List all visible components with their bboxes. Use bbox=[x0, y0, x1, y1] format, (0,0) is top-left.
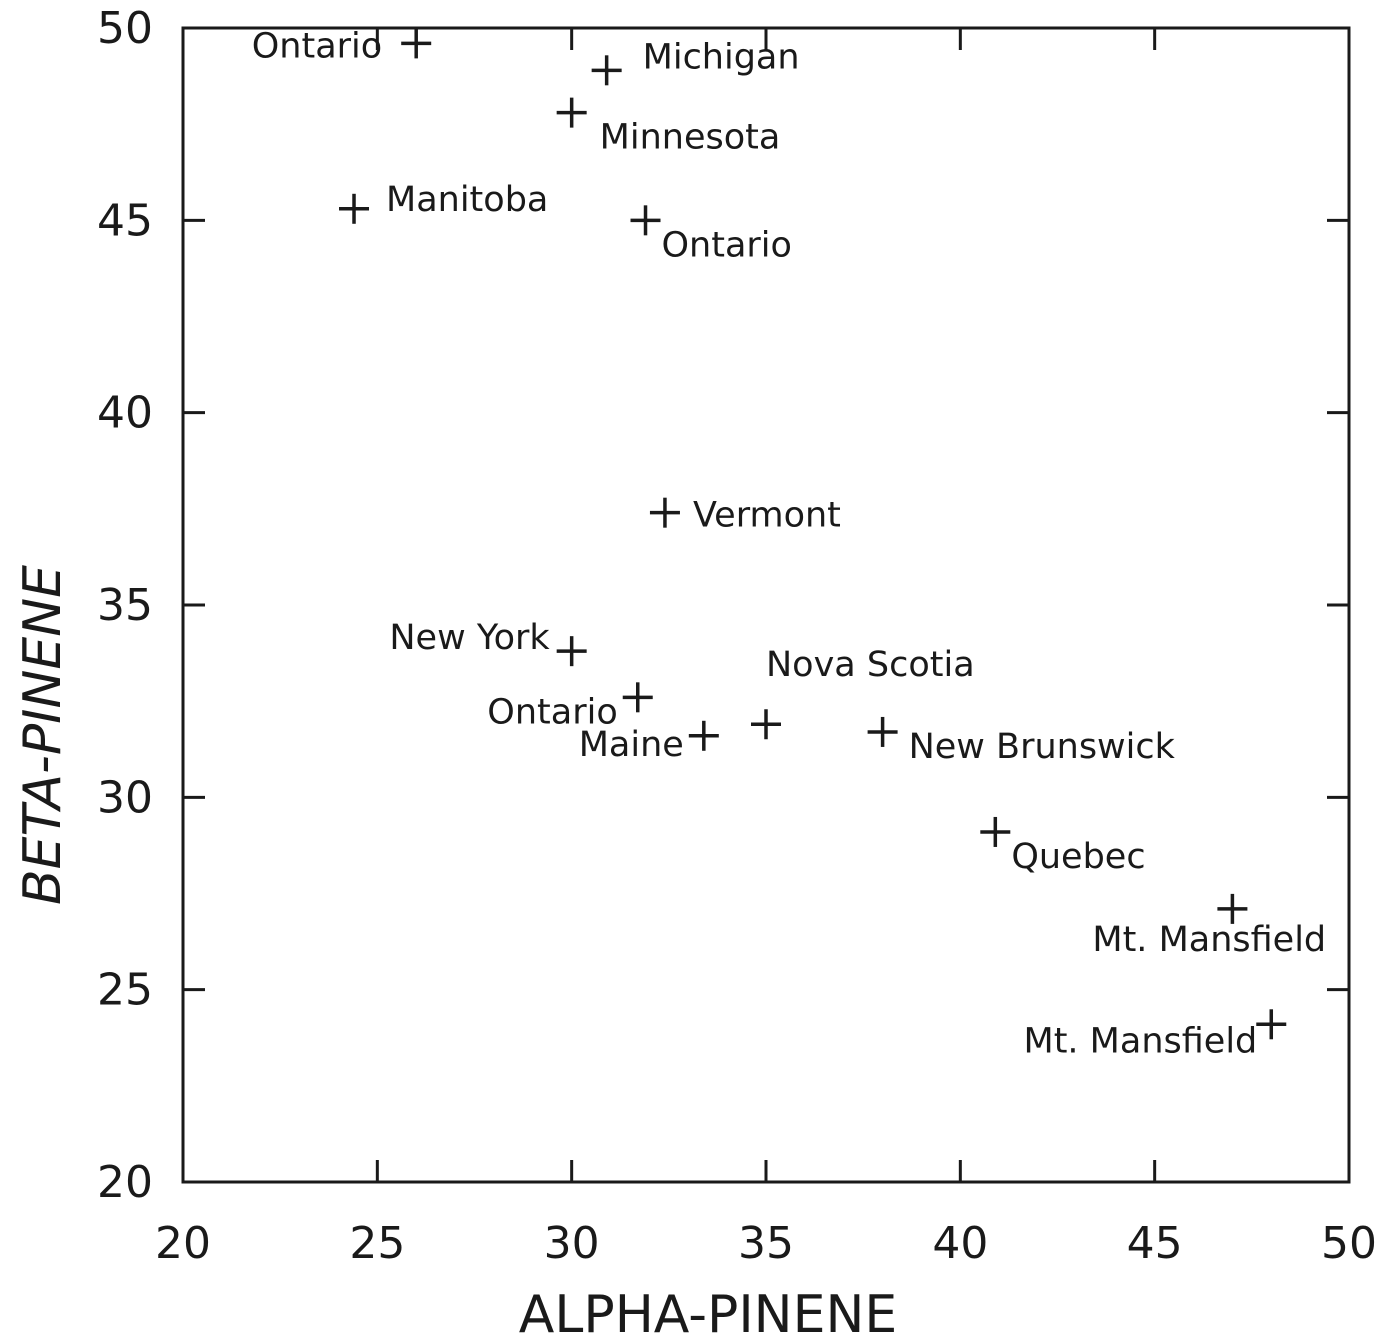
plot-area-frame bbox=[181, 26, 1351, 1184]
data-point: Vermont bbox=[649, 496, 841, 536]
x-tick-label: 30 bbox=[544, 1218, 600, 1269]
data-points: Ontario Michigan Minnesota Manitoba Ontario V… bbox=[252, 26, 1326, 1061]
data-point: Ontario bbox=[252, 26, 432, 66]
y-tick-label: 30 bbox=[97, 772, 153, 823]
y-tick-label: 20 bbox=[97, 1157, 153, 1208]
data-point: Minnesota bbox=[556, 97, 781, 158]
data-point-label: New Brunswick bbox=[909, 727, 1176, 767]
axis-tick-labels: 20 25 30 35 40 45 50 20 25 30 35 40 45 50 bbox=[97, 3, 1377, 1269]
y-axis-title: BETA-PINENE bbox=[13, 565, 73, 905]
data-point: New York bbox=[389, 618, 587, 667]
data-point: Mt. Mansfield bbox=[1092, 893, 1326, 960]
data-point-label: Minnesota bbox=[600, 118, 781, 158]
x-tick-label: 40 bbox=[932, 1218, 988, 1269]
x-tick-label: 45 bbox=[1127, 1218, 1183, 1269]
data-point-label: Mt. Mansfield bbox=[1092, 920, 1326, 960]
data-point-label: Michigan bbox=[643, 37, 800, 77]
data-point: New Brunswick bbox=[867, 716, 1176, 767]
data-point: Nova Scotia bbox=[751, 645, 975, 740]
data-point-label: New York bbox=[389, 618, 550, 658]
data-point: Mt. Mansfield bbox=[1024, 1009, 1287, 1061]
data-point: Manitoba bbox=[339, 180, 548, 224]
data-point: Quebec bbox=[980, 816, 1146, 877]
data-point: Ontario bbox=[487, 682, 653, 732]
x-tick-label: 35 bbox=[738, 1218, 794, 1269]
data-point: Maine bbox=[579, 720, 719, 765]
data-point-label: Mt. Mansfield bbox=[1024, 1021, 1258, 1061]
data-point-label: Ontario bbox=[252, 26, 382, 66]
data-point-label: Vermont bbox=[693, 496, 841, 536]
x-axis-title: ALPHA-PINENE bbox=[519, 1285, 897, 1343]
data-point: Michigan bbox=[591, 37, 800, 86]
y-tick-label: 50 bbox=[97, 3, 153, 54]
data-point-label: Ontario bbox=[487, 692, 617, 732]
y-tick-label: 45 bbox=[97, 195, 153, 246]
data-point-label: Quebec bbox=[1011, 837, 1145, 877]
x-tick-label: 50 bbox=[1321, 1218, 1377, 1269]
y-tick-label: 25 bbox=[97, 965, 153, 1016]
y-tick-label: 40 bbox=[97, 388, 153, 439]
x-tick-label: 25 bbox=[349, 1218, 405, 1269]
y-tick-label: 35 bbox=[97, 580, 153, 631]
data-point-label: Ontario bbox=[662, 225, 792, 265]
data-point: Ontario bbox=[630, 205, 792, 265]
data-point-label: Nova Scotia bbox=[766, 645, 975, 685]
axis-ticks bbox=[183, 28, 1349, 1182]
data-point-label: Manitoba bbox=[386, 180, 548, 220]
x-tick-label: 20 bbox=[155, 1218, 211, 1269]
data-point-label: Maine bbox=[579, 725, 684, 765]
